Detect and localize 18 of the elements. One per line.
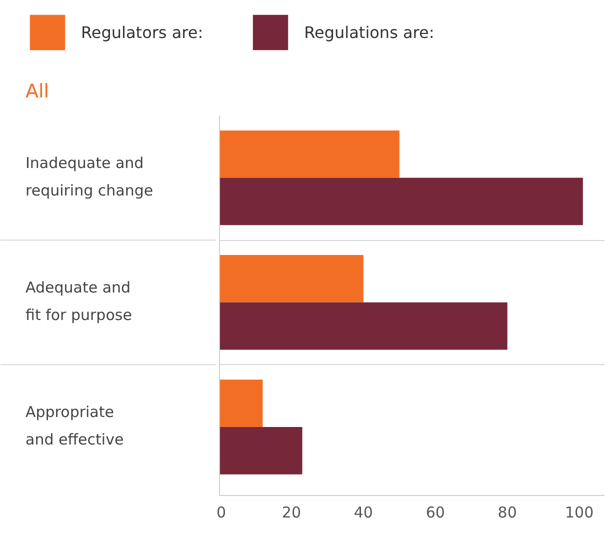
x-tick-label: 60 (426, 504, 445, 522)
x-tick-label: 40 (354, 504, 373, 522)
y-tick-label: Adequate and fit for purpose (26, 278, 132, 324)
legend-label: Regulators are: (81, 22, 204, 42)
bar (220, 380, 263, 427)
bar (220, 178, 583, 226)
x-tick-label: 20 (282, 504, 302, 522)
x-tick-label: 0 (216, 504, 226, 522)
y-tick-label: Appropriate and effective (26, 403, 124, 448)
y-tick-label: Inadequate and requiring change (26, 154, 154, 200)
x-tick-label: 80 (498, 504, 517, 522)
text: All (26, 80, 50, 102)
x-tick-label: 100 (565, 504, 594, 522)
bar (220, 255, 364, 302)
legend-label: Regulations are: (304, 22, 434, 42)
bar (220, 130, 400, 178)
bar (220, 302, 508, 350)
bar (220, 426, 302, 474)
